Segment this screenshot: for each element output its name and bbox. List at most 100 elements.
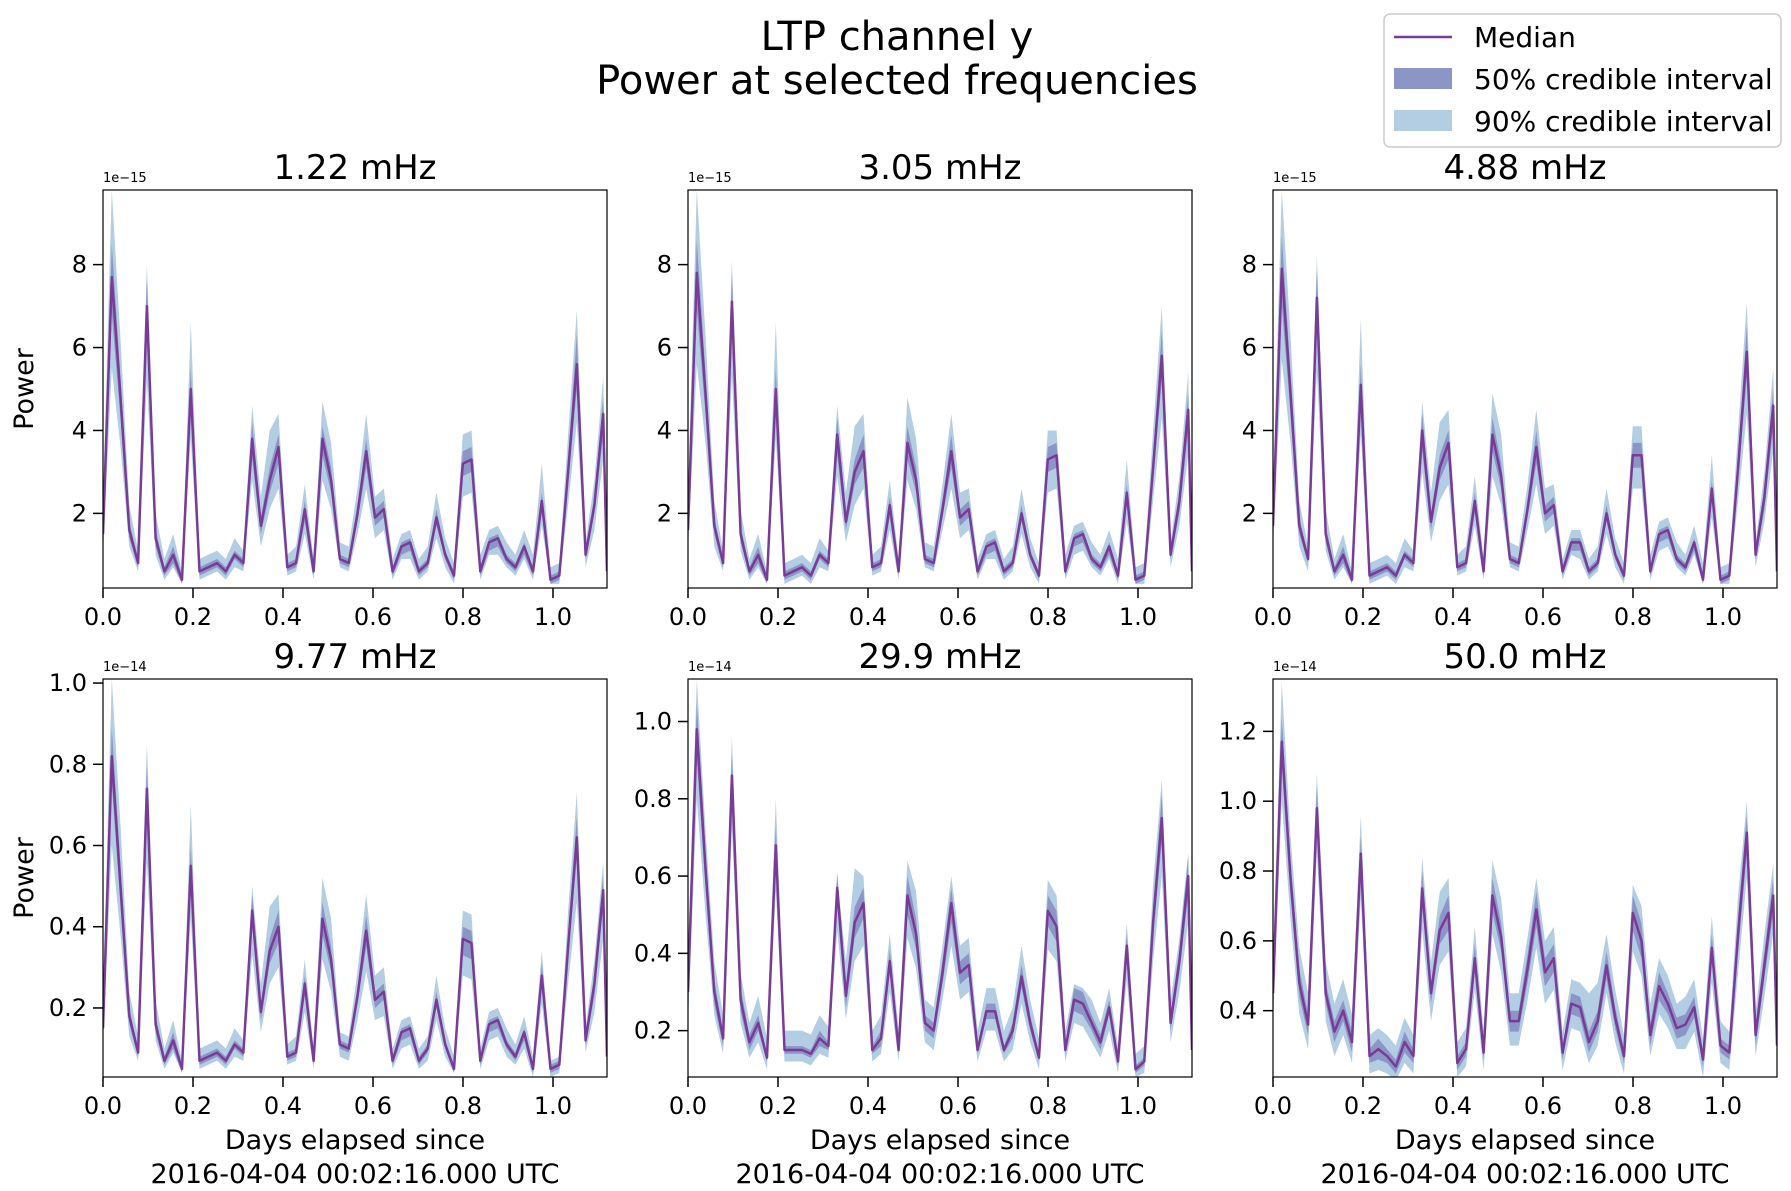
x-tick-label: 0.0	[1254, 1092, 1292, 1120]
x-axis-label-line-2: 2016-04-04 00:02:16.000 UTC	[151, 1159, 560, 1190]
x-tick-label: 0.6	[1524, 1092, 1562, 1120]
panel-5: 0.0 0.2 0.4 0.6 0.8 1.0 0.2 0.4 0.6 0.8 1.0 1e−14 29…	[634, 637, 1193, 1190]
y-tick-label: 0.8	[634, 785, 672, 813]
y-tick-label: 6	[1242, 334, 1257, 362]
axes-frame	[687, 189, 1193, 589]
y-offset-label: 1e−15	[1273, 171, 1317, 186]
legend-label-median: Median	[1474, 21, 1576, 54]
y-tick-label: 4	[1242, 416, 1257, 444]
y-tick-label: 4	[72, 416, 87, 444]
legend-frame	[1383, 13, 1782, 148]
y-tick-label: 0.8	[1219, 857, 1257, 885]
x-tick-label: 0.4	[849, 603, 887, 631]
legend-swatch-50	[1394, 68, 1452, 89]
x-tick-label: 0.0	[669, 1092, 707, 1120]
y-axis-label: Power	[9, 347, 40, 430]
x-tick-label: 0.0	[84, 603, 122, 631]
y-tick-label: 1.0	[49, 669, 87, 697]
x-tick-label: 0.4	[849, 1092, 887, 1120]
plot-area	[1273, 190, 1777, 584]
x-tick-label: 0.2	[759, 1092, 797, 1120]
y-tick-label: 0.2	[49, 994, 87, 1022]
y-offset-label: 1e−14	[103, 660, 147, 675]
panel-6: 0.0 0.2 0.4 0.6 0.8 1.0 0.4 0.6 0.8 1.0 1.2 1e−14 50…	[1219, 637, 1778, 1190]
panel-title: 4.88 mHz	[1443, 148, 1606, 188]
y-tick-label: 0.6	[634, 862, 672, 890]
x-axis-label-line-1: Days elapsed since	[810, 1125, 1070, 1156]
plot-area	[1273, 682, 1777, 1077]
y-tick-label: 2	[657, 499, 672, 527]
panel-title: 1.22 mHz	[273, 148, 436, 188]
x-tick-label: 0.8	[444, 603, 482, 631]
median-line	[688, 727, 1192, 1071]
y-tick-label: 0.4	[634, 939, 672, 967]
y-tick-label: 0.4	[1219, 997, 1257, 1025]
y-offset-label: 1e−15	[103, 171, 147, 186]
ci90-band	[103, 679, 607, 1077]
x-tick-label: 0.6	[939, 1092, 977, 1120]
y-tick-label: 0.2	[634, 1017, 672, 1045]
axes-frame	[1272, 678, 1778, 1078]
x-tick-label: 0.8	[444, 1092, 482, 1120]
axes-frame	[687, 678, 1193, 1078]
panel-title: 9.77 mHz	[273, 637, 436, 677]
ci90-band	[688, 190, 1192, 584]
y-axis-label: Power	[9, 836, 40, 919]
ci90-band	[1273, 190, 1777, 584]
panel-1: 0.0 0.2 0.4 0.6 0.8 1.0 2 4 6 8 1e−15 1.22 mHz Power	[9, 148, 608, 631]
axes-frame	[102, 189, 608, 589]
x-tick-label: 0.2	[174, 603, 212, 631]
x-tick-label: 1.0	[1704, 1092, 1742, 1120]
ci90-band	[103, 190, 607, 584]
y-tick-label: 0.4	[49, 913, 87, 941]
x-tick-label: 0.0	[84, 1092, 122, 1120]
y-tick-label: 8	[1242, 251, 1257, 279]
y-tick-label: 8	[657, 251, 672, 279]
ci90-band	[1273, 682, 1777, 1077]
x-tick-label: 0.6	[939, 603, 977, 631]
x-axis-label-line-1: Days elapsed since	[225, 1125, 485, 1156]
median-line	[1273, 267, 1777, 581]
median-line	[103, 754, 607, 1071]
x-tick-label: 0.8	[1614, 1092, 1652, 1120]
x-tick-label: 0.6	[1524, 603, 1562, 631]
x-tick-label: 0.4	[1434, 1092, 1472, 1120]
axes-frame	[1272, 189, 1778, 589]
plot-area	[103, 679, 607, 1077]
y-tick-label: 6	[657, 334, 672, 362]
x-tick-label: 0.8	[1614, 603, 1652, 631]
y-offset-label: 1e−15	[688, 171, 732, 186]
x-axis-label-line-2: 2016-04-04 00:02:16.000 UTC	[1321, 1159, 1730, 1190]
legend-label-50: 50% credible interval	[1474, 63, 1773, 96]
x-axis-label-line-2: 2016-04-04 00:02:16.000 UTC	[736, 1159, 1145, 1190]
y-tick-label: 1.0	[1219, 787, 1257, 815]
y-tick-label: 0.6	[49, 832, 87, 860]
x-tick-label: 1.0	[534, 603, 572, 631]
x-tick-label: 0.2	[759, 603, 797, 631]
panel-4: 0.0 0.2 0.4 0.6 0.8 1.0 0.2 0.4 0.6 0.8 1.0 1e−14 9.…	[9, 637, 608, 1190]
panel-3: 0.0 0.2 0.4 0.6 0.8 1.0 2 4 6 8 1e−15 4.88 mHz	[1242, 148, 1778, 631]
panel-title: 50.0 mHz	[1443, 637, 1606, 677]
x-tick-label: 1.0	[1119, 603, 1157, 631]
y-offset-label: 1e−14	[688, 660, 732, 675]
axes-frame	[102, 678, 608, 1078]
legend-label-90: 90% credible interval	[1474, 105, 1773, 138]
median-line	[103, 275, 607, 581]
chart-title-line-2: Power at selected frequencies	[596, 58, 1198, 104]
y-tick-label: 2	[1242, 499, 1257, 527]
x-tick-label: 1.0	[1704, 603, 1742, 631]
y-tick-label: 8	[72, 251, 87, 279]
panels-grid: 0.0 0.2 0.4 0.6 0.8 1.0 2 4 6 8 1e−15 1.22 mHz Power…	[9, 148, 1778, 1190]
x-tick-label: 0.4	[1434, 603, 1472, 631]
legend: Median 50% credible interval 90% credibl…	[1383, 13, 1782, 148]
x-tick-label: 0.0	[669, 603, 707, 631]
y-tick-label: 1.0	[634, 708, 672, 736]
ci50-band	[688, 702, 1192, 1074]
x-tick-label: 0.2	[174, 1092, 212, 1120]
x-tick-label: 0.4	[264, 1092, 302, 1120]
y-tick-label: 4	[657, 416, 672, 444]
y-tick-label: 0.6	[1219, 927, 1257, 955]
x-tick-label: 1.0	[534, 1092, 572, 1120]
panel-title: 3.05 mHz	[858, 148, 1021, 188]
